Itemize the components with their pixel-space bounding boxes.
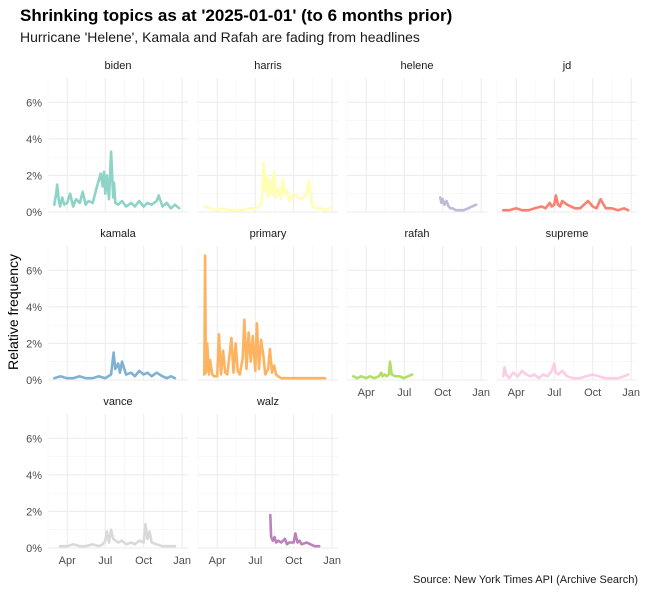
- facet-panel-primary: primary: [197, 228, 338, 381]
- y-tick-label: 2%: [26, 338, 42, 350]
- facet-label-harris: harris: [254, 60, 282, 72]
- y-axis-label: Relative frequency: [5, 254, 21, 370]
- x-tick-label: Oct: [584, 387, 601, 399]
- y-tick-label: 2%: [26, 506, 42, 518]
- series-line-vance: [58, 522, 177, 548]
- x-tick-label: Apr: [508, 387, 525, 399]
- series-line-kamala: [52, 351, 177, 380]
- facet-panel-harris: harris: [197, 60, 338, 213]
- facet-panel-supreme: supreme Apr Jul Oct Jan: [496, 228, 640, 399]
- y-tick-label: 0%: [26, 543, 42, 555]
- facet-label-walz: walz: [256, 396, 279, 408]
- series-line-primary: [203, 254, 327, 380]
- facet-label-vance: vance: [103, 396, 132, 408]
- x-tick-label: Jul: [98, 555, 112, 567]
- facet-label-rafah: rafah: [404, 228, 429, 240]
- x-tick-label: Jul: [397, 387, 411, 399]
- x-tick-label: Apr: [358, 387, 375, 399]
- facet-label-primary: primary: [250, 228, 287, 240]
- x-tick-label: Apr: [209, 555, 226, 567]
- facet-panels: biden 0% 2% 4% 6% harris helene jd kamala 0% 2% 4% 6…: [26, 60, 640, 567]
- facet-panel-helene: helene: [346, 60, 487, 213]
- series-line-jd: [501, 194, 630, 212]
- x-tick-label: Jan: [173, 555, 191, 567]
- chart-caption: Source: New York Times API (Archive Sear…: [413, 574, 638, 586]
- series-line-walz: [268, 513, 321, 548]
- x-tick-label: Oct: [135, 555, 152, 567]
- y-tick-label: 4%: [26, 470, 42, 482]
- facet-panel-jd: jd: [496, 60, 637, 213]
- y-tick-label: 6%: [26, 433, 42, 445]
- facet-label-helene: helene: [400, 60, 433, 72]
- x-tick-label: Oct: [285, 555, 302, 567]
- x-tick-label: Jul: [547, 387, 561, 399]
- x-tick-label: Jan: [323, 555, 341, 567]
- chart-subtitle: Hurricane 'Helene', Kamala and Rafah are…: [20, 29, 420, 45]
- y-tick-label: 0%: [26, 207, 42, 219]
- facet-panel-walz: walz Apr Jul Oct Jan: [197, 396, 341, 567]
- y-tick-label: 6%: [26, 97, 42, 109]
- y-tick-label: 6%: [26, 265, 42, 277]
- facet-panel-vance: vance 0% 2% 4% 6% Apr Jul Oct Jan: [26, 396, 191, 567]
- facet-label-biden: biden: [105, 60, 132, 72]
- series-line-rafah: [351, 360, 414, 380]
- y-tick-label: 0%: [26, 375, 42, 387]
- x-tick-label: Apr: [59, 555, 76, 567]
- series-line-supreme: [501, 362, 630, 380]
- facet-panel-rafah: rafah Apr Jul Oct Jan: [346, 228, 490, 399]
- facet-label-jd: jd: [562, 60, 572, 72]
- facet-panel-kamala: kamala 0% 2% 4% 6%: [26, 228, 188, 387]
- x-tick-label: Jan: [472, 387, 490, 399]
- y-tick-label: 2%: [26, 170, 42, 182]
- facet-label-kamala: kamala: [100, 228, 136, 240]
- y-tick-label: 4%: [26, 302, 42, 314]
- x-tick-label: Oct: [434, 387, 451, 399]
- series-line-harris: [203, 161, 331, 212]
- x-tick-label: Jul: [248, 555, 262, 567]
- facet-panel-biden: biden 0% 2% 4% 6%: [26, 60, 188, 219]
- series-line-biden: [52, 150, 181, 210]
- series-line-helene: [438, 196, 478, 212]
- facet-label-supreme: supreme: [546, 228, 589, 240]
- x-tick-label: Jan: [622, 387, 640, 399]
- chart-title: Shrinking topics as at '2025-01-01' (to …: [20, 6, 452, 25]
- y-tick-label: 4%: [26, 134, 42, 146]
